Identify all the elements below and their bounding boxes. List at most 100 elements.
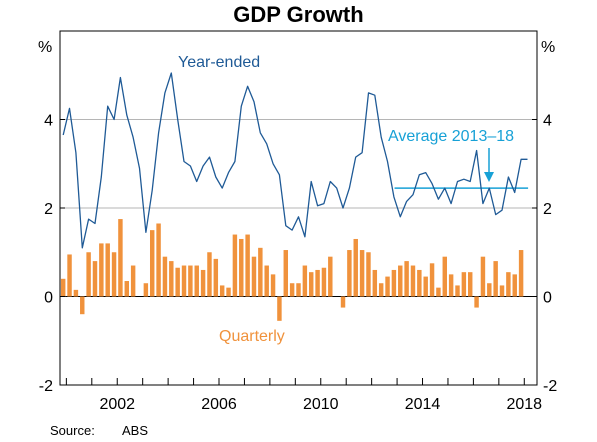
quarterly-bar [232,234,238,297]
quarterly-bar [321,267,327,297]
x-tick-label: 2002 [99,396,135,413]
quarterly-bar [480,256,486,297]
quarterly-bar [398,265,403,297]
quarterly-bar [194,265,199,297]
y-tick-label-right: -2 [543,378,557,395]
y-tick-label-left: 2 [44,201,53,218]
quarterly-bar [200,269,206,297]
quarterly-bar [175,267,180,297]
year-ended-line [62,72,528,249]
source-label: Source: [50,423,95,438]
quarterly-bar [239,238,244,297]
quarterly-bar [372,269,378,297]
quarterly-bar [410,265,416,297]
quarterly-bar [499,285,505,297]
x-tick-label: 2018 [506,396,542,413]
axis-ticks [60,119,537,386]
quarterly-bar [277,296,282,321]
quarterly-bars [60,219,524,321]
quarterly-bar [328,256,333,297]
quarterly-bar [86,252,91,297]
quarterly-bar [143,283,149,297]
quarterly-bar [487,283,492,297]
y-tick-label-right: 4 [543,113,552,130]
x-tick-label: 2006 [201,396,237,413]
quarterly-bar [219,285,225,297]
y-tick-label-left: -2 [39,378,53,395]
quarterly-bar [270,274,276,297]
quarterly-bar [213,258,219,297]
quarterly-bar [391,269,397,297]
quarterly-bar [308,272,314,297]
quarterly-bar [67,254,72,297]
quarterly-bar [448,274,454,297]
quarterly-bar [245,234,250,297]
source-value: ABS [122,423,148,438]
quarterly-bar [118,219,123,297]
quarterly-bar [124,281,130,297]
quarterly-bar [73,289,79,297]
quarterly-bar [92,261,98,297]
quarterly-bar [169,261,174,297]
left-unit-label: % [38,39,52,56]
quarterly-bar [455,285,460,297]
quarterly-bar [264,265,269,297]
quarterly-bar [156,223,161,297]
quarterly-bar [423,276,428,297]
quarterly-bar [149,230,155,297]
quarterly-bar [493,261,498,297]
y-tick-labels-left: -2 0 2 4 [39,113,53,396]
chart-title: GDP Growth [233,2,363,27]
year-ended-annotation: Year-ended [178,54,260,71]
quarterly-bar [258,247,263,297]
quarterly-bar [80,296,85,315]
average-arrow [484,148,494,182]
quarterly-bar [436,287,441,297]
quarterly-annotation: Quarterly [219,328,285,345]
quarterly-bar [99,243,104,297]
quarterly-bar [366,252,371,297]
quarterly-bar [353,238,358,297]
x-tick-label: 2010 [303,396,339,413]
quarterly-bar [474,296,479,308]
y-tick-label-left: 0 [44,290,53,307]
quarterly-bar [226,287,231,297]
quarterly-bar [181,265,187,297]
quarterly-bar [347,250,352,297]
year-ended-line-layer [62,72,528,249]
quarterly-bar [417,269,422,297]
quarterly-bar [378,283,384,297]
y-tick-labels-right: -2 0 2 4 [543,113,557,396]
quarterly-bar [506,272,511,297]
quarterly-bar [188,265,193,297]
quarterly-bar [340,296,346,308]
quarterly-bar [111,252,117,297]
x-tick-label: 2014 [405,396,441,413]
y-tick-label-left: 4 [44,113,53,130]
quarterly-bar [60,278,66,297]
quarterly-bar [461,272,467,297]
y-tick-label-right: 2 [543,201,552,218]
x-tick-labels: 2002 2006 2010 2014 2018 [99,396,542,413]
quarterly-bar [518,250,524,297]
quarterly-bar [467,272,473,297]
quarterly-bar [359,250,365,297]
quarterly-bar [289,283,295,297]
quarterly-bar [105,243,110,297]
quarterly-bar [296,283,301,297]
y-tick-label-right: 0 [543,290,552,307]
quarterly-bar [442,256,448,297]
average-annotation: Average 2013–18 [388,128,514,145]
right-unit-label: % [541,39,555,56]
quarterly-bar [251,256,257,297]
quarterly-bar [130,265,136,297]
quarterly-bar [429,263,435,297]
quarterly-bar [315,269,320,297]
quarterly-bar [207,252,212,297]
quarterly-bar [283,250,289,297]
quarterly-bar [404,261,409,297]
quarterly-bar [302,265,308,297]
quarterly-bar [385,276,390,297]
quarterly-bar [162,256,168,297]
